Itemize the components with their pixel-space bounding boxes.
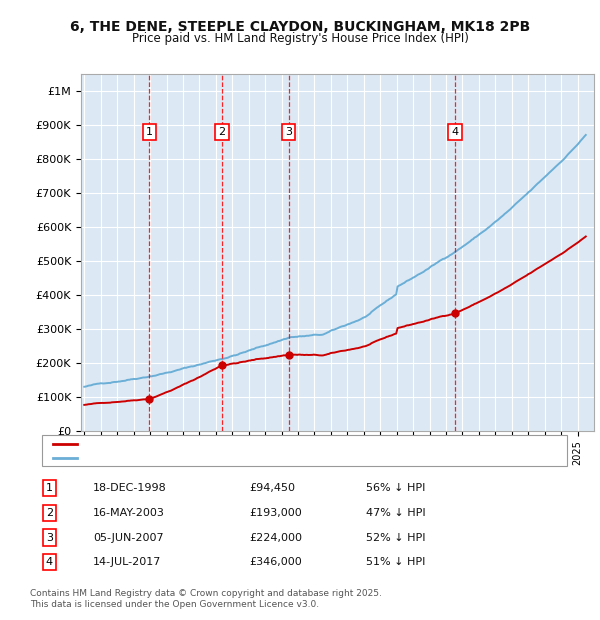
Text: 6, THE DENE, STEEPLE CLAYDON, BUCKINGHAM, MK18 2PB (detached house): 6, THE DENE, STEEPLE CLAYDON, BUCKINGHAM… — [81, 439, 482, 449]
Text: 2: 2 — [218, 127, 226, 137]
Text: 18-DEC-1998: 18-DEC-1998 — [93, 483, 167, 493]
Text: 6, THE DENE, STEEPLE CLAYDON, BUCKINGHAM, MK18 2PB: 6, THE DENE, STEEPLE CLAYDON, BUCKINGHAM… — [70, 20, 530, 34]
Text: Contains HM Land Registry data © Crown copyright and database right 2025.
This d: Contains HM Land Registry data © Crown c… — [30, 590, 382, 609]
Text: 56% ↓ HPI: 56% ↓ HPI — [366, 483, 425, 493]
Text: HPI: Average price, detached house, Buckinghamshire: HPI: Average price, detached house, Buck… — [81, 453, 365, 463]
Text: 52% ↓ HPI: 52% ↓ HPI — [366, 533, 425, 542]
Text: Price paid vs. HM Land Registry's House Price Index (HPI): Price paid vs. HM Land Registry's House … — [131, 32, 469, 45]
Text: £193,000: £193,000 — [249, 508, 302, 518]
Text: 05-JUN-2007: 05-JUN-2007 — [93, 533, 164, 542]
Text: 51% ↓ HPI: 51% ↓ HPI — [366, 557, 425, 567]
Text: 14-JUL-2017: 14-JUL-2017 — [93, 557, 161, 567]
Text: £224,000: £224,000 — [249, 533, 302, 542]
Text: 4: 4 — [451, 127, 458, 137]
Text: 3: 3 — [285, 127, 292, 137]
Text: 47% ↓ HPI: 47% ↓ HPI — [366, 508, 425, 518]
Text: 1: 1 — [46, 483, 53, 493]
Text: 1: 1 — [146, 127, 153, 137]
Text: 2: 2 — [46, 508, 53, 518]
Text: 3: 3 — [46, 533, 53, 542]
Text: 4: 4 — [46, 557, 53, 567]
Text: 16-MAY-2003: 16-MAY-2003 — [93, 508, 165, 518]
Text: £346,000: £346,000 — [249, 557, 302, 567]
Text: £94,450: £94,450 — [249, 483, 295, 493]
